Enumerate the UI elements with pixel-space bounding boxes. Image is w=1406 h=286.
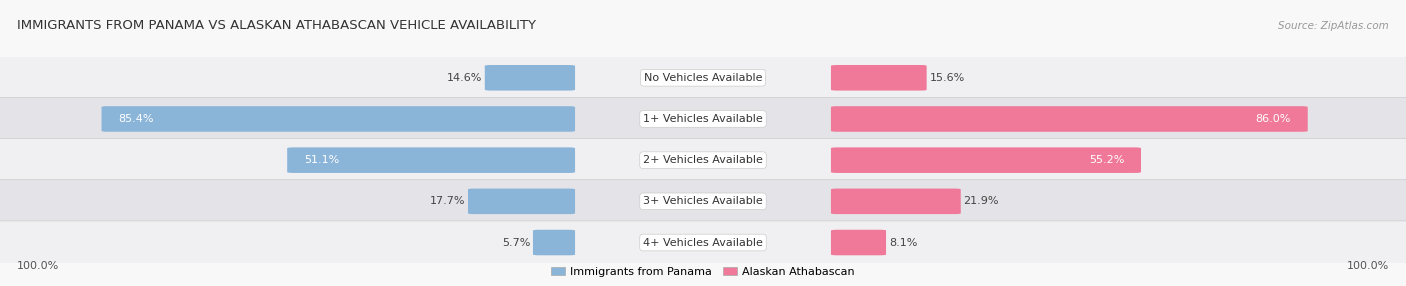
Text: 15.6%: 15.6% <box>929 73 965 83</box>
FancyBboxPatch shape <box>533 230 575 255</box>
Text: 3+ Vehicles Available: 3+ Vehicles Available <box>643 196 763 206</box>
FancyBboxPatch shape <box>831 147 1142 173</box>
FancyBboxPatch shape <box>831 106 1308 132</box>
FancyBboxPatch shape <box>287 147 575 173</box>
Text: 51.1%: 51.1% <box>304 155 339 165</box>
FancyBboxPatch shape <box>831 188 960 214</box>
FancyBboxPatch shape <box>831 65 927 91</box>
Text: 100.0%: 100.0% <box>17 261 59 271</box>
Text: IMMIGRANTS FROM PANAMA VS ALASKAN ATHABASCAN VEHICLE AVAILABILITY: IMMIGRANTS FROM PANAMA VS ALASKAN ATHABA… <box>17 19 536 32</box>
Text: 8.1%: 8.1% <box>889 238 917 247</box>
Text: 21.9%: 21.9% <box>963 196 1000 206</box>
Text: 55.2%: 55.2% <box>1088 155 1125 165</box>
Text: Source: ZipAtlas.com: Source: ZipAtlas.com <box>1278 21 1389 31</box>
Text: 5.7%: 5.7% <box>502 238 530 247</box>
Text: 85.4%: 85.4% <box>118 114 153 124</box>
Text: 14.6%: 14.6% <box>447 73 482 83</box>
Text: 17.7%: 17.7% <box>430 196 465 206</box>
FancyBboxPatch shape <box>0 221 1406 264</box>
FancyBboxPatch shape <box>831 230 886 255</box>
FancyBboxPatch shape <box>0 56 1406 100</box>
Legend: Immigrants from Panama, Alaskan Athabascan: Immigrants from Panama, Alaskan Athabasc… <box>547 262 859 281</box>
Text: 4+ Vehicles Available: 4+ Vehicles Available <box>643 238 763 247</box>
FancyBboxPatch shape <box>101 106 575 132</box>
FancyBboxPatch shape <box>485 65 575 91</box>
Text: 2+ Vehicles Available: 2+ Vehicles Available <box>643 155 763 165</box>
FancyBboxPatch shape <box>468 188 575 214</box>
Text: 100.0%: 100.0% <box>1347 261 1389 271</box>
Text: 1+ Vehicles Available: 1+ Vehicles Available <box>643 114 763 124</box>
Text: 86.0%: 86.0% <box>1256 114 1291 124</box>
FancyBboxPatch shape <box>0 180 1406 223</box>
FancyBboxPatch shape <box>0 138 1406 182</box>
FancyBboxPatch shape <box>0 97 1406 141</box>
Text: No Vehicles Available: No Vehicles Available <box>644 73 762 83</box>
